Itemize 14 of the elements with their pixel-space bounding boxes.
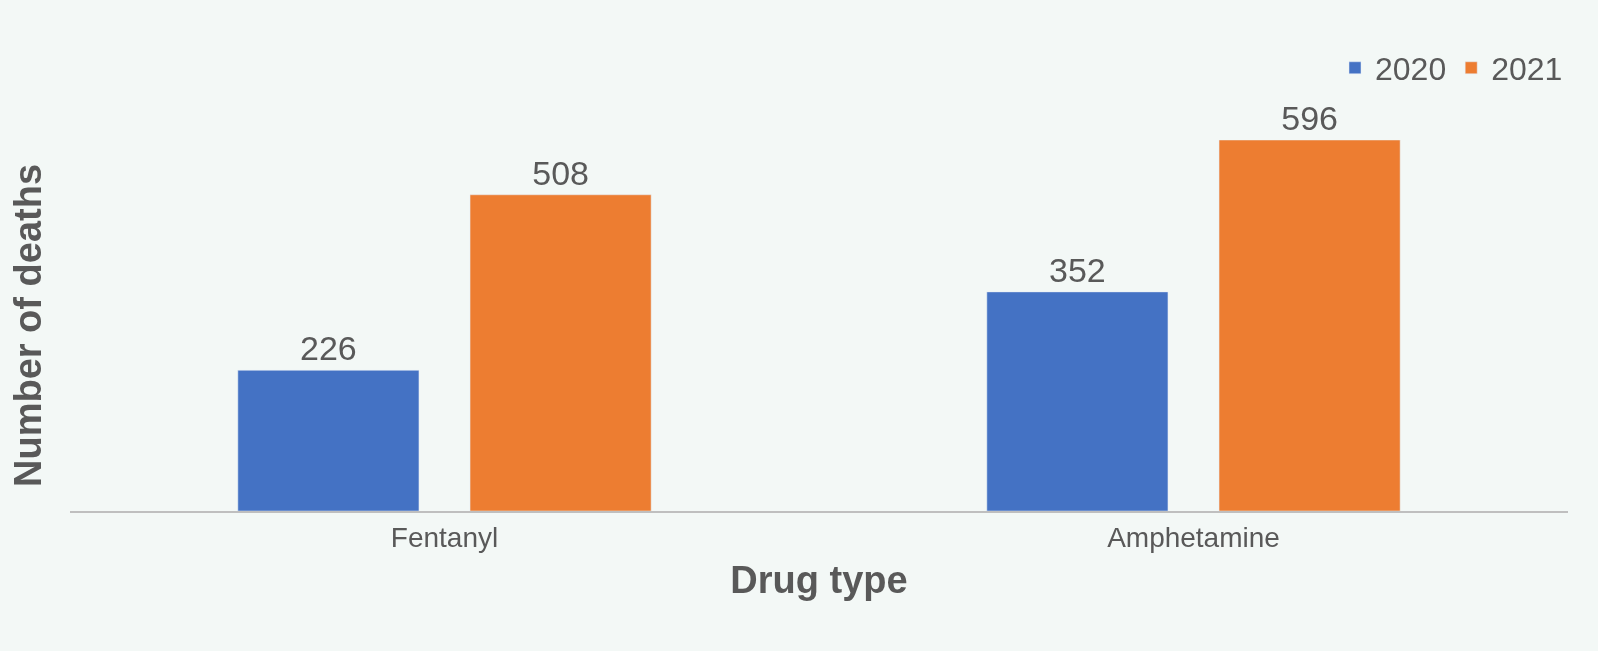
bar bbox=[1218, 140, 1401, 511]
legend-label: 2021 bbox=[1491, 51, 1563, 88]
data-label: 596 bbox=[1281, 99, 1338, 137]
x-tick-label: Fentanyl bbox=[390, 521, 499, 553]
data-label: 508 bbox=[532, 153, 589, 192]
data-label: 352 bbox=[1049, 250, 1106, 289]
bar bbox=[986, 291, 1169, 511]
x-tick-label: Amphetamine bbox=[1107, 521, 1280, 553]
x-axis-title: Drug type bbox=[730, 559, 908, 602]
bar bbox=[469, 194, 652, 511]
data-label: 226 bbox=[300, 329, 357, 368]
legend-label: 2020 bbox=[1375, 51, 1447, 88]
y-axis-title: Number of deaths bbox=[7, 163, 50, 488]
bar bbox=[237, 370, 420, 511]
